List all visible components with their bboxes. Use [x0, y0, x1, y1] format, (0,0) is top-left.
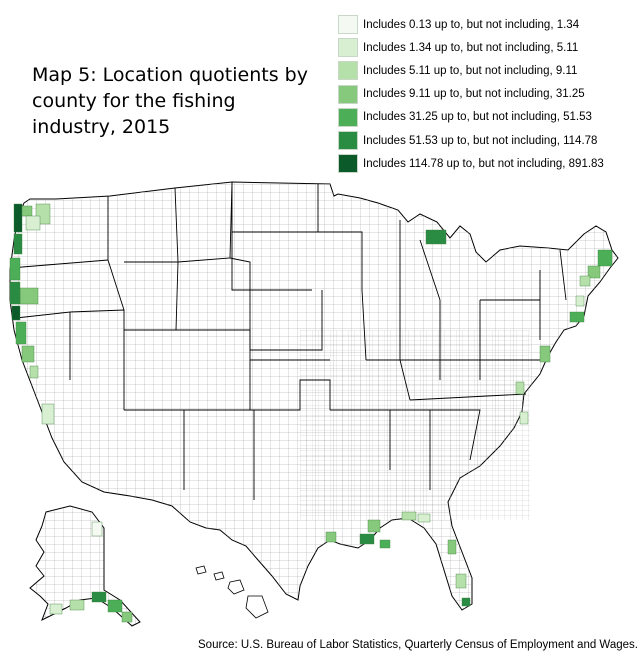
- legend-swatch: [338, 154, 358, 174]
- legend-swatch: [338, 84, 358, 104]
- legend-item: Includes 5.11 up to, but not including, …: [338, 59, 604, 82]
- legend-label: Includes 5.11 up to, but not including, …: [363, 64, 578, 77]
- county-grid-east: [300, 330, 530, 520]
- legend-swatch: [338, 107, 358, 127]
- legend-label: Includes 51.53 up to, but not including,…: [363, 134, 598, 147]
- legend-swatch: [338, 38, 358, 58]
- legend-label: Includes 31.25 up to, but not including,…: [363, 111, 592, 124]
- legend-swatch: [338, 61, 358, 81]
- map-title: Map 5: Location quotients by county for …: [32, 64, 308, 138]
- legend-item: Includes 114.78 up to, but not including…: [338, 152, 604, 175]
- legend-item: Includes 9.11 up to, but not including, …: [338, 83, 604, 106]
- alaska-shape: [29, 505, 141, 627]
- legend-item: Includes 51.53 up to, but not including,…: [338, 129, 604, 152]
- shaded-counties: [9, 203, 613, 623]
- source-note: Source: U.S. Bureau of Labor Statistics,…: [198, 639, 638, 651]
- legend-item: Includes 0.13 up to, but not including, …: [338, 13, 604, 36]
- legend-label: Includes 1.34 up to, but not including, …: [363, 41, 579, 54]
- legend-label: Includes 114.78 up to, but not including…: [363, 157, 604, 170]
- legend-item: Includes 1.34 up to, but not including, …: [338, 36, 604, 59]
- hawaii-shape: [195, 565, 269, 619]
- legend-label: Includes 9.11 up to, but not including, …: [363, 88, 585, 101]
- legend-label: Includes 0.13 up to, but not including, …: [363, 18, 580, 31]
- state-borders: [9, 181, 567, 500]
- legend: Includes 0.13 up to, but not including, …: [338, 13, 604, 175]
- legend-swatch: [338, 131, 358, 151]
- legend-swatch: [338, 15, 358, 35]
- legend-item: Includes 31.25 up to, but not including,…: [338, 106, 604, 129]
